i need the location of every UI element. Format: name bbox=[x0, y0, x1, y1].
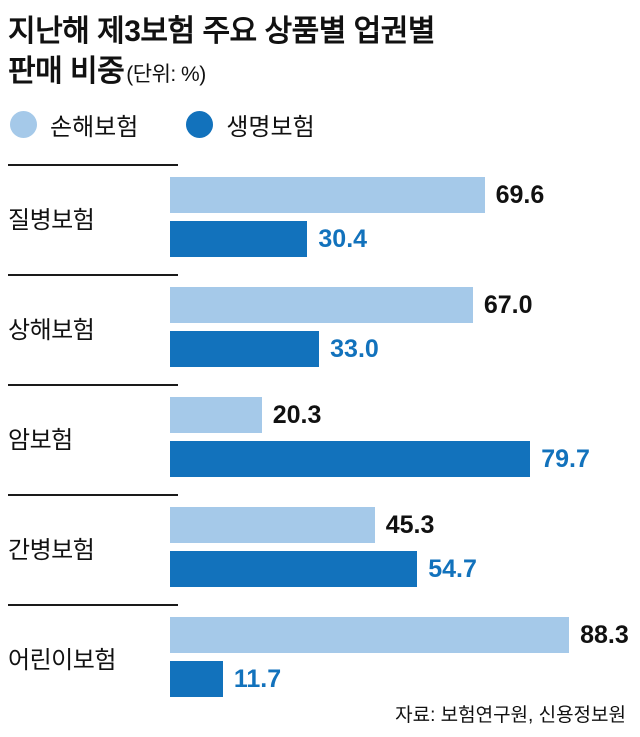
title-line1: 지난해 제3보험 주요 상품별 업권별 bbox=[8, 15, 435, 48]
category-divider bbox=[8, 604, 178, 607]
legend: 손해보험 생명보험 bbox=[10, 107, 640, 142]
category-divider bbox=[8, 164, 178, 167]
infographic: 지난해 제3보험 주요 상품별 업권별 판매 비중(단위: %) 손해보험 생명… bbox=[8, 12, 640, 726]
category-label: 어린이보험 bbox=[8, 646, 116, 674]
category-divider bbox=[8, 274, 178, 277]
value-label: 67.0 bbox=[483, 290, 533, 319]
category-divider bbox=[8, 494, 178, 497]
legend-swatch-dark-blue bbox=[186, 111, 214, 139]
legend-label: 손해보험 bbox=[50, 114, 139, 142]
bar-saengmyeong bbox=[170, 661, 223, 698]
value-label: 54.7 bbox=[428, 554, 477, 583]
category-label: 질병보험 bbox=[8, 206, 95, 234]
category-group: 상해보험 67.0 33.0 bbox=[8, 274, 640, 368]
category-label: 암보험 bbox=[8, 426, 73, 454]
value-label: 33.0 bbox=[330, 334, 379, 363]
title-line2: 판매 비중 bbox=[8, 54, 125, 88]
bar-sonhae bbox=[170, 397, 262, 434]
bar-chart: 질병보험 69.6 30.4 상해보험 bbox=[8, 164, 640, 698]
legend-item-saengmyeong: 생명보험 bbox=[186, 107, 315, 142]
category-label: 상해보험 bbox=[8, 316, 95, 344]
bar-saengmyeong bbox=[170, 331, 320, 368]
bar-sonhae bbox=[170, 617, 570, 654]
unit-label: (단위: %) bbox=[126, 62, 206, 86]
value-label: 30.4 bbox=[318, 224, 368, 253]
legend-label: 생명보험 bbox=[226, 114, 315, 142]
category-label: 간병보험 bbox=[8, 536, 95, 564]
bar-saengmyeong bbox=[170, 221, 308, 258]
bar-sonhae bbox=[170, 177, 485, 214]
value-label: 88.3 bbox=[580, 620, 629, 649]
value-label: 45.3 bbox=[385, 510, 435, 539]
value-label: 69.6 bbox=[495, 180, 545, 209]
category-group: 어린이보험 88.3 11.7 bbox=[8, 604, 640, 698]
legend-swatch-light-blue bbox=[10, 111, 37, 139]
category-group: 암보험 20.3 79.7 bbox=[8, 384, 640, 478]
value-label: 20.3 bbox=[272, 400, 322, 429]
bar-saengmyeong bbox=[170, 441, 531, 478]
page-title: 지난해 제3보험 주요 상품별 업권별 판매 비중(단위: %) bbox=[8, 12, 640, 91]
bar-sonhae bbox=[170, 507, 375, 544]
category-divider bbox=[8, 384, 178, 387]
value-label: 11.7 bbox=[233, 664, 282, 693]
bar-sonhae bbox=[170, 287, 473, 324]
value-label: 79.7 bbox=[541, 444, 590, 473]
category-group: 질병보험 69.6 30.4 bbox=[8, 164, 640, 258]
category-group: 간병보험 45.3 54.7 bbox=[8, 494, 640, 588]
bar-saengmyeong bbox=[170, 551, 418, 588]
legend-item-sonhae: 손해보험 bbox=[10, 107, 138, 142]
source-credit: 자료: 보험연구원, 신용정보원 bbox=[395, 705, 626, 726]
